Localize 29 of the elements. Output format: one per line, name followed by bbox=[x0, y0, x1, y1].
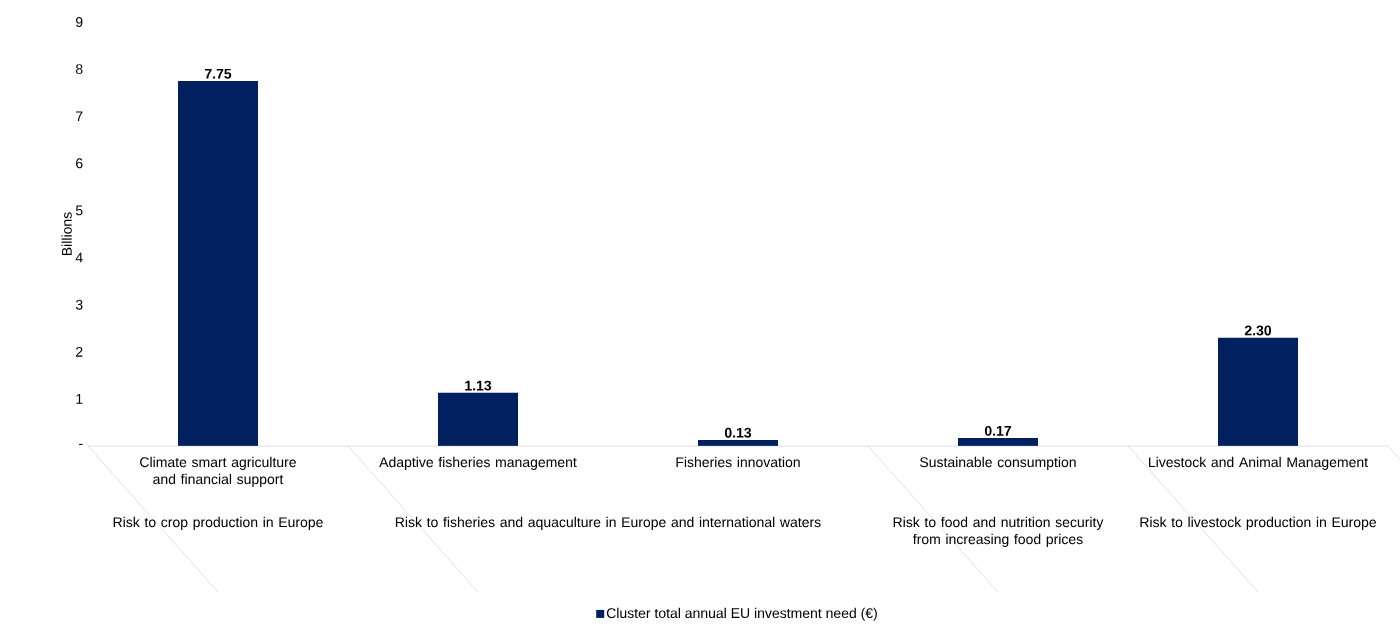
x-tick-label: Adaptive fisheries management bbox=[379, 456, 577, 470]
bar bbox=[1218, 337, 1298, 446]
y-tick-label: 4 bbox=[75, 252, 83, 263]
y-axis-title: Billions bbox=[61, 212, 72, 256]
bar bbox=[178, 80, 258, 446]
legend-label: Cluster total annual EU investment need (€) bbox=[606, 607, 877, 621]
data-label: 2.30 bbox=[1244, 325, 1272, 336]
text: Risk to fisheries and aquaculture in Europe and international waters bbox=[395, 516, 821, 530]
y-tick-label: 9 bbox=[76, 17, 83, 27]
y-tick-label: 7 bbox=[76, 111, 83, 122]
y-tick-label: 8 bbox=[75, 64, 83, 75]
text: Risk to food and nutrition security from increasing food prices bbox=[893, 516, 1104, 547]
y-tick-label: 1 bbox=[76, 394, 83, 404]
text: Risk to livestock production in Europe bbox=[1140, 516, 1376, 530]
y-tick-label: 2 bbox=[76, 346, 83, 357]
x-tick-label: Fisheries innovation bbox=[676, 456, 800, 468]
y-tick-label: - bbox=[79, 443, 83, 445]
bar bbox=[438, 392, 518, 446]
y-tick-label: 3 bbox=[75, 299, 83, 310]
y-tick-label: 5 bbox=[75, 205, 83, 216]
y-tick-label: 6 bbox=[76, 158, 83, 169]
x-tick-label: Climate smart agriculture and financial support bbox=[140, 456, 296, 487]
x-tick-label: Sustainable consumption bbox=[920, 456, 1076, 470]
data-label: 1.13 bbox=[465, 380, 492, 391]
x-tick-label: Livestock and Animal Management bbox=[1149, 456, 1368, 470]
data-label: 0.13 bbox=[724, 427, 752, 438]
text: Risk to crop production in Europe bbox=[113, 516, 323, 530]
data-label: 7.75 bbox=[204, 68, 232, 79]
data-label: 0.17 bbox=[984, 425, 1011, 436]
